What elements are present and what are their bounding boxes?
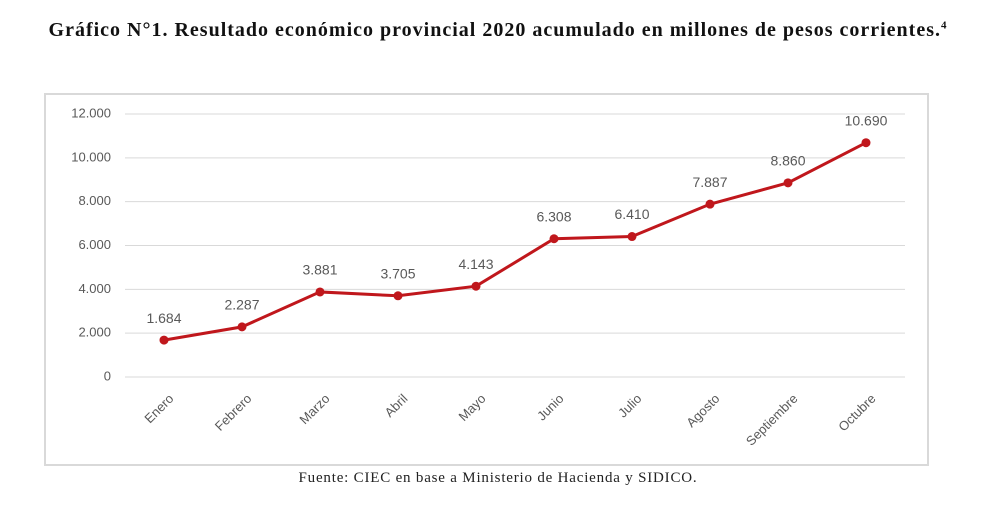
point [315, 287, 325, 297]
footnote-mark: 4 [940, 19, 948, 32]
chart-title: Gráfico N°1. Resultado económico provinc… [48, 19, 941, 41]
point [237, 322, 247, 332]
chart-title-block: Gráfico N°1. Resultado económico provinc… [30, 14, 966, 46]
point [627, 232, 637, 242]
point [159, 335, 169, 345]
source-note: Fuente: CIEC en base a Ministerio de Hac… [298, 470, 698, 486]
data-label: 3.705 [380, 266, 415, 282]
data-label: 3.881 [302, 262, 337, 278]
data-label: 1.684 [146, 310, 181, 326]
y-tick-label: 8.000 [78, 193, 111, 208]
data-label: 4.143 [458, 256, 493, 272]
data-label: 10.690 [845, 112, 888, 128]
point [393, 291, 403, 301]
data-label: 6.410 [614, 206, 649, 222]
point [471, 281, 481, 291]
y-tick-label: 6.000 [78, 237, 111, 252]
point [549, 234, 559, 244]
data-label: 8.860 [770, 153, 805, 169]
y-tick-label: 0 [104, 368, 111, 383]
y-tick-label: 4.000 [78, 281, 111, 296]
y-tick-label: 2.000 [78, 325, 111, 340]
data-label: 2.287 [224, 297, 259, 313]
y-tick-label: 10.000 [71, 149, 111, 164]
data-label: 6.308 [536, 208, 571, 224]
point [705, 199, 715, 209]
point [783, 178, 793, 188]
data-label: 7.887 [692, 174, 727, 190]
line [163, 141, 867, 342]
point [861, 138, 871, 148]
y-tick-label: 12.000 [71, 105, 111, 120]
